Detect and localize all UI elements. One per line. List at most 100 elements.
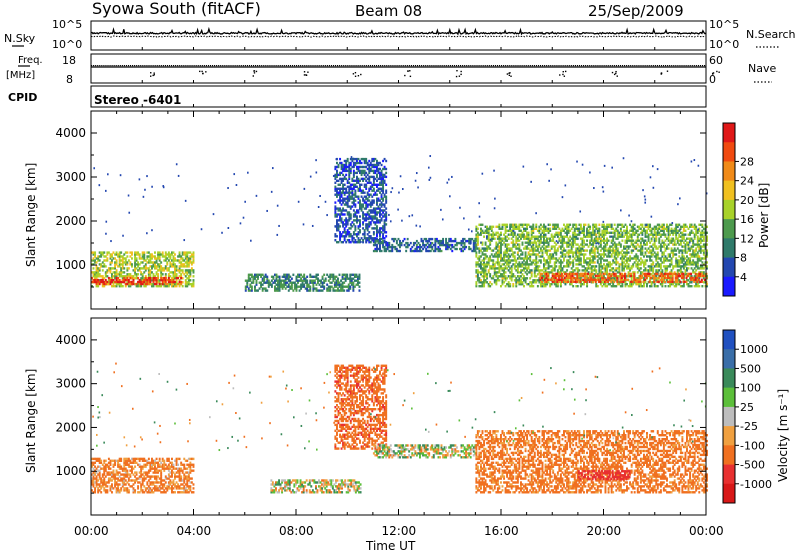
echo-cell: [172, 275, 175, 278]
echo-cell: [550, 269, 553, 272]
echo-cell: [616, 249, 619, 252]
nave-dot: [257, 65, 259, 67]
echo-cell: [590, 251, 593, 254]
echo-cell: [475, 233, 478, 236]
nave-dot: [307, 71, 309, 73]
echo-cell: [417, 241, 420, 245]
echo-cell: [509, 223, 512, 226]
echo-cell: [362, 177, 365, 181]
echo-cell: [439, 247, 441, 251]
echo-cell: [466, 239, 469, 243]
echo-cell: [646, 223, 648, 226]
echo-cell: [476, 271, 479, 274]
echo-cell: [158, 279, 161, 282]
nave-dot: [211, 65, 214, 67]
echo-cell: [175, 279, 178, 282]
echo-cell: [636, 277, 639, 280]
echo-cell: [152, 263, 155, 266]
echo-cell: [360, 171, 363, 175]
echo-cell: [496, 257, 499, 260]
echo-cell: [495, 253, 498, 256]
echo-cell: [506, 225, 509, 228]
echo-cell: [175, 269, 178, 272]
freq-tick-bottom-left: 8: [66, 73, 73, 86]
echo-cell: [134, 277, 137, 280]
echo-cell: [644, 269, 647, 272]
echo-cell: [500, 241, 502, 244]
echo-cell: [510, 265, 513, 268]
echo-cell: [380, 213, 383, 216]
echo-cell: [380, 205, 383, 208]
echo-cell: [629, 269, 632, 272]
echo-cell: [589, 249, 592, 252]
echo-cell: [474, 245, 477, 249]
echo-cell: [539, 237, 542, 240]
echo-cell: [267, 285, 270, 288]
echo-cell: [626, 253, 628, 256]
echo-cell: [348, 219, 351, 222]
echo-cell: [647, 237, 650, 240]
echo-cell: [512, 273, 515, 276]
echo-cell: [348, 199, 351, 202]
echo-cell: [348, 185, 351, 188]
noise-search-line: [90, 35, 707, 38]
echo-cell: [561, 243, 564, 246]
echo-cell: [377, 171, 380, 175]
echo-cell: [104, 259, 107, 262]
nave-dot: [416, 65, 419, 67]
echo-cell: [533, 267, 536, 270]
echo-cell: [521, 263, 524, 266]
echo-cell: [553, 261, 556, 264]
echo-cell: [601, 265, 604, 268]
echo-cell: [284, 279, 287, 282]
echo-cell: [555, 249, 558, 252]
echo-cell: [306, 279, 309, 282]
echo-cell: [561, 239, 564, 242]
echo-cell: [561, 253, 564, 256]
echo-cell: [321, 281, 324, 284]
echo-cell: [621, 257, 624, 260]
echo-cell: [383, 205, 386, 208]
echo-cell: [362, 197, 365, 200]
echo-cell: [506, 239, 509, 242]
echo-cell: [340, 217, 343, 220]
echo-cell: [115, 285, 118, 288]
echo-cell: [379, 247, 381, 251]
echo-cell: [349, 213, 352, 216]
nave-dot: [209, 65, 212, 67]
echo-cell: [149, 283, 152, 286]
echo-cell: [633, 281, 636, 284]
echo-cell: [178, 283, 181, 286]
echo-cell: [658, 263, 661, 266]
date-title: 25/Sep/2009: [588, 2, 684, 20]
echo-cell: [267, 281, 270, 284]
nave-dot: [181, 65, 183, 67]
echo-cell: [91, 276, 93, 280]
echo-cell: [669, 241, 672, 244]
echo-cell: [345, 177, 348, 181]
echo-cell: [667, 255, 670, 258]
echo-cell: [132, 277, 135, 280]
echo-cell: [137, 283, 140, 286]
echo-cell: [493, 281, 496, 284]
echo-cell: [639, 283, 642, 286]
echo-cell: [483, 253, 486, 256]
echo-cell: [527, 257, 530, 260]
echo-cell: [544, 283, 547, 286]
echo-cell: [513, 279, 516, 282]
echo-cell: [635, 277, 638, 280]
echo-cell: [478, 257, 481, 260]
echo-cell: [509, 267, 512, 270]
echo-cell: [612, 243, 615, 246]
echo-cell: [667, 237, 670, 240]
echo-cell: [352, 283, 355, 286]
echo-cell: [359, 241, 361, 244]
echo-cell: [363, 165, 366, 169]
nave-dot: [601, 65, 603, 67]
echo-cell: [422, 247, 425, 251]
echo-cell: [647, 225, 650, 228]
echo-cell: [134, 257, 137, 260]
echo-cell: [121, 275, 124, 278]
echo-cell: [635, 241, 638, 244]
echo-cell: [515, 225, 518, 228]
